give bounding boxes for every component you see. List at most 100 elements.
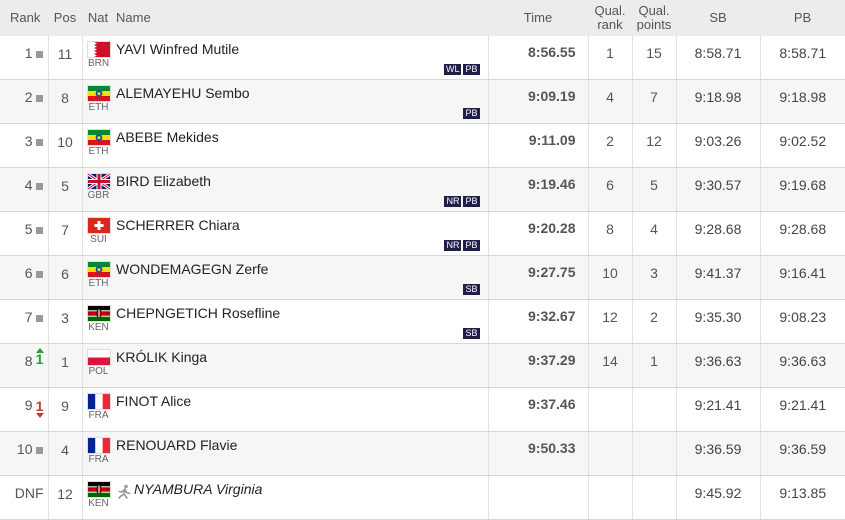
athlete-name[interactable]: YAVI Winfred Mutile (116, 41, 239, 57)
header-qual-points-line1: Qual. (638, 3, 669, 18)
pos-cell: 6 (48, 256, 82, 300)
header-rank[interactable]: Rank (0, 0, 48, 36)
athlete-name[interactable]: WONDEMAGEGN Zerfe (116, 261, 268, 277)
record-badges: PB (463, 108, 479, 119)
qual-points-cell: 3 (632, 256, 676, 300)
time-cell: 9:37.46 (488, 388, 588, 432)
athlete-name[interactable]: CHEPNGETICH Rosefline (116, 305, 280, 321)
qual-points-cell (632, 432, 676, 476)
pos-cell: 1 (48, 344, 82, 388)
rank-cell: DNF (0, 476, 48, 519)
header-pb[interactable]: PB (760, 0, 845, 36)
qual-points-cell: 5 (632, 168, 676, 212)
athlete-name[interactable]: KRÓLIK Kinga (116, 349, 207, 365)
pb-cell: 9:16.41 (760, 256, 845, 300)
pos-cell: 5 (48, 168, 82, 212)
unchanged-square-icon (36, 227, 43, 234)
sb-cell: 9:21.41 (676, 388, 760, 432)
qual-rank-value (589, 388, 632, 397)
pb-value: 9:13.85 (761, 476, 845, 501)
qual-points-value (633, 388, 676, 397)
header-nat[interactable]: Nat (82, 0, 114, 36)
header-name[interactable]: Name (114, 0, 488, 36)
flag-pol-icon (88, 350, 110, 365)
nat-code: FRA (85, 410, 113, 421)
qual-points-value: 5 (633, 168, 676, 193)
qual-points-cell: 4 (632, 212, 676, 256)
rank-cell: 4 (0, 168, 48, 211)
header-qual-points[interactable]: Qual.points (632, 0, 676, 36)
nat-cell: SUI (83, 212, 115, 255)
sb-cell: 9:03.26 (676, 124, 760, 168)
flag-fra-icon (88, 438, 110, 453)
flag-ken-icon (88, 306, 110, 321)
athlete-name[interactable]: FINOT Alice (116, 393, 191, 409)
sb-value: 9:36.63 (677, 344, 760, 369)
qual-rank-value (589, 476, 632, 485)
flag-sui-icon (88, 218, 110, 233)
time-value: 9:20.28 (489, 212, 588, 236)
badge-pb: PB (463, 108, 479, 119)
athlete-name[interactable]: NYAMBURA Virginia (134, 481, 262, 497)
header-sb[interactable]: SB (676, 0, 760, 36)
time-cell: 9:37.29 (488, 344, 588, 388)
name-cell: ABEBE Mekides (114, 124, 488, 167)
sb-cell: 9:36.63 (676, 344, 760, 388)
header-time[interactable]: Time (488, 0, 588, 36)
rank-value: 3 (25, 133, 33, 149)
qual-rank-value: 6 (589, 168, 632, 193)
qual-rank-cell (588, 388, 632, 432)
qual-points-cell (632, 388, 676, 432)
table-row-10[interactable]: 10 4 FRA RENOUARD Flavie 9:50.33 9:36.59… (0, 432, 845, 476)
athlete-name[interactable]: ALEMAYEHU Sembo (116, 85, 250, 101)
unchanged-square-icon (36, 51, 43, 58)
athlete-name[interactable]: SCHERRER Chiara (116, 217, 240, 233)
nat-code: POL (85, 366, 113, 377)
table-row-11[interactable]: DNF 12 KEN NYAMBURA Virginia 9:45.92 9:1… (0, 476, 845, 520)
rank-cell: 3 (0, 124, 48, 167)
sb-cell: 9:18.98 (676, 80, 760, 124)
pos-cell: 8 (48, 80, 82, 124)
badge-pb: PB (463, 64, 479, 75)
time-value: 9:37.29 (489, 344, 588, 368)
qual-rank-cell (588, 432, 632, 476)
qual-rank-cell: 10 (588, 256, 632, 300)
pos-value: 10 (49, 124, 82, 150)
sb-cell: 9:30.57 (676, 168, 760, 212)
table-row-3[interactable]: 3 10 ETH ABEBE Mekides 9:11.09 2 12 9:03… (0, 124, 845, 168)
table-header: Rank Pos Nat Name Time Qual.rank Qual.po… (0, 0, 845, 36)
pos-value: 7 (49, 212, 82, 238)
header-pos[interactable]: Pos (48, 0, 82, 36)
rank-value: 4 (25, 177, 33, 193)
rank-value: 2 (25, 89, 33, 105)
pos-value: 4 (49, 432, 82, 458)
time-value (489, 476, 588, 484)
time-cell: 9:19.46 (488, 168, 588, 212)
pos-value: 6 (49, 256, 82, 282)
sb-cell: 9:36.59 (676, 432, 760, 476)
pos-cell: 4 (48, 432, 82, 476)
nat-cell: FRA (83, 432, 115, 475)
header-qual-rank[interactable]: Qual.rank (588, 0, 632, 36)
nat-code: KEN (85, 322, 113, 333)
time-value: 9:32.67 (489, 300, 588, 324)
pb-value: 9:18.98 (761, 80, 845, 105)
qual-rank-cell: 1 (588, 36, 632, 80)
athlete-name[interactable]: RENOUARD Flavie (116, 437, 237, 453)
qual-rank-value: 14 (589, 344, 632, 369)
athlete-name[interactable]: ABEBE Mekides (116, 129, 219, 145)
badge-pb: PB (463, 196, 479, 207)
pb-cell: 8:58.71 (760, 36, 845, 80)
time-cell (488, 476, 588, 520)
pos-cell: 10 (48, 124, 82, 168)
athlete-name[interactable]: BIRD Elizabeth (116, 173, 211, 189)
